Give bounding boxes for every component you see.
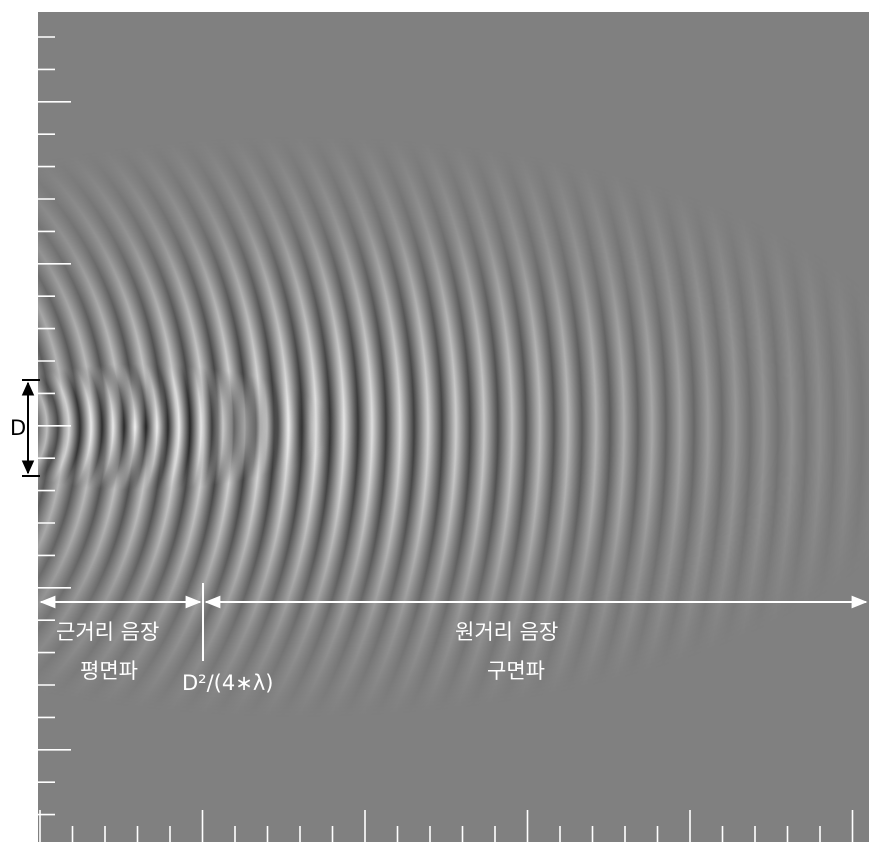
far-field-label: 원거리 음장 xyxy=(455,620,558,644)
boundary-label: D²/(4∗λ) xyxy=(182,671,273,695)
wave-pattern xyxy=(38,12,869,842)
left-axis-ticks xyxy=(38,36,71,816)
aperture-marker xyxy=(21,379,40,477)
near-field-wavefronts xyxy=(38,12,869,842)
field-dimension-arrows xyxy=(39,583,868,661)
far-wave-label: 구면파 xyxy=(487,659,545,683)
bottom-axis-ticks xyxy=(39,810,854,842)
near-wave-label: 평면파 xyxy=(80,659,138,683)
aperture-label: D xyxy=(10,416,26,440)
near-field-label: 근거리 음장 xyxy=(56,620,159,644)
